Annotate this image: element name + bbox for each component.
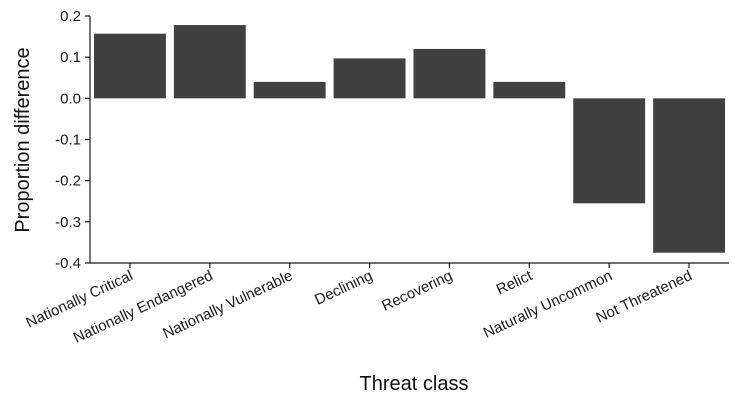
x-tick-label: Recovering [379,267,455,314]
y-tick-label: 0.0 [60,90,81,107]
bar-not-threatened [653,98,726,253]
x-tick-label: Nationally Endangered [71,267,216,347]
y-tick-label: -0.2 [55,173,81,190]
bar-relict [493,81,566,99]
x-tick-label: Nationally Vulnerable [160,267,295,342]
bar-recovering [413,48,486,99]
bar-naturally-uncommon [573,98,646,204]
x-axis-title: Threat class [360,373,469,395]
x-tick-label: Declining [312,267,375,308]
y-tick-label: -0.1 [55,132,81,149]
y-tick-label: -0.4 [55,255,81,272]
x-tick-label: Relict [494,267,536,299]
y-ticks: -0.4 -0.3 -0.2 -0.1 0.0 0.1 0.2 [55,8,90,272]
bar-nationally-critical [93,33,166,99]
y-tick-label: -0.3 [55,214,81,231]
bar-declining [333,58,406,99]
y-tick-label: 0.1 [60,49,81,66]
x-tick-label: Naturally Uncommon [481,267,615,342]
bars [93,25,726,253]
y-tick-label: 0.2 [60,8,81,25]
bar-nationally-vulnerable [253,81,326,99]
y-axis-title: Proportion difference [12,47,34,232]
bar-nationally-endangered [173,25,246,99]
